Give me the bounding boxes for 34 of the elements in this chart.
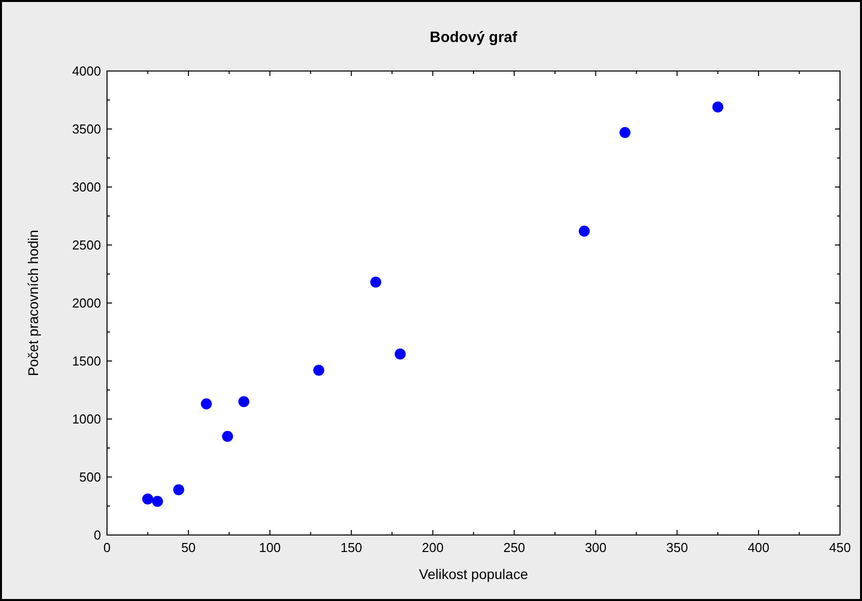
- x-tick-label: 100: [259, 540, 281, 555]
- point: [712, 101, 724, 112]
- x-axis-title: Velikost populace: [419, 566, 528, 582]
- x-tick-label: 300: [584, 540, 607, 555]
- point: [313, 364, 324, 376]
- y-tick-label: 0: [94, 528, 101, 542]
- y-tick-label: 2500: [72, 238, 101, 252]
- point: [173, 484, 184, 496]
- y-tick-label: 500: [79, 470, 101, 484]
- point: [238, 396, 250, 408]
- y-tick-label: 1500: [72, 354, 101, 368]
- y-tick-label: 1000: [72, 412, 101, 426]
- point: [142, 494, 154, 505]
- point: [619, 126, 630, 138]
- x-tick-label: 400: [748, 540, 770, 555]
- x-tick-label: 150: [340, 540, 362, 555]
- y-axis-title: Počet pracovních hodin: [25, 230, 41, 376]
- x-tick-label: 450: [829, 540, 851, 555]
- point: [394, 348, 406, 360]
- y-tick-label: 3000: [72, 180, 101, 194]
- chart-title: Bodový graf: [430, 29, 518, 46]
- x-tick-label: 200: [422, 540, 444, 555]
- x-tick-label: 250: [503, 540, 526, 555]
- x-tick-label: 350: [666, 540, 688, 555]
- point: [370, 276, 382, 288]
- point: [152, 496, 163, 507]
- y-tick-label: 2000: [72, 296, 101, 310]
- x-tick-label: 50: [181, 540, 196, 555]
- point: [578, 226, 590, 237]
- y-tick-label: 3500: [72, 122, 101, 136]
- point: [200, 398, 212, 410]
- point: [222, 430, 234, 442]
- x-tick-label: 0: [103, 540, 111, 555]
- y-tick-label: 4000: [72, 64, 101, 78]
